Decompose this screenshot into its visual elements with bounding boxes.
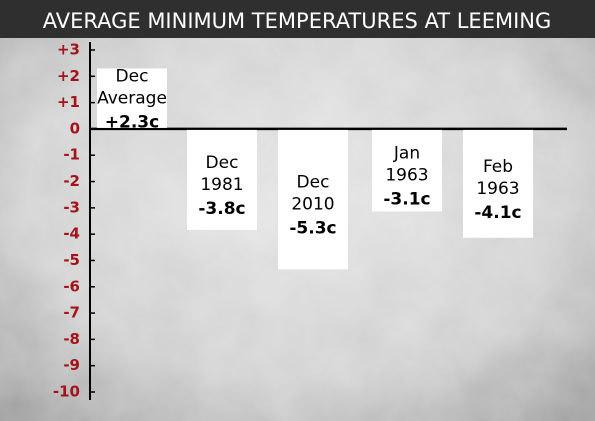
y-tick-label: +2 bbox=[57, 67, 80, 85]
y-tick-label: +3 bbox=[57, 41, 80, 59]
bar bbox=[187, 129, 257, 230]
bar-label: Dec bbox=[206, 153, 239, 173]
y-tick-label: -9 bbox=[63, 356, 80, 374]
y-tick-label: -8 bbox=[63, 330, 80, 348]
bar-label: 1981 bbox=[200, 175, 243, 195]
y-tick-label: 0 bbox=[70, 119, 80, 137]
bar-label: Dec bbox=[116, 67, 149, 87]
bar-label: Jan bbox=[393, 144, 420, 164]
bar bbox=[278, 129, 348, 270]
y-tick-label: -4 bbox=[63, 225, 80, 243]
value-label: -3.8c bbox=[198, 199, 245, 219]
title-bar bbox=[0, 0, 595, 38]
y-tick-label: -3 bbox=[63, 198, 80, 216]
y-tick-label: -10 bbox=[53, 383, 80, 401]
y-tick-label: -2 bbox=[63, 172, 80, 190]
value-label: -5.3c bbox=[289, 219, 336, 239]
bar bbox=[463, 129, 533, 238]
chart-title: AVERAGE MINIMUM TEMPERATURES AT LEEMING bbox=[43, 9, 552, 33]
bar-label: 2010 bbox=[291, 195, 334, 215]
bar-label: Average bbox=[97, 89, 167, 109]
bar-label: 1963 bbox=[476, 179, 519, 199]
y-tick-label: +1 bbox=[57, 93, 80, 111]
bar-label: Dec bbox=[297, 173, 330, 193]
value-label: -4.1c bbox=[474, 203, 521, 223]
value-label: -3.1c bbox=[383, 190, 430, 210]
bar-label: 1963 bbox=[385, 166, 428, 186]
bar bbox=[97, 68, 167, 128]
y-tick-label: -5 bbox=[63, 251, 80, 269]
y-tick-label: -6 bbox=[63, 277, 80, 295]
y-tick-label: -7 bbox=[63, 304, 80, 322]
bar-label: Feb bbox=[483, 157, 513, 177]
value-label: +2.3c bbox=[105, 113, 159, 133]
y-tick-label: -1 bbox=[63, 146, 80, 164]
bar bbox=[372, 129, 442, 212]
